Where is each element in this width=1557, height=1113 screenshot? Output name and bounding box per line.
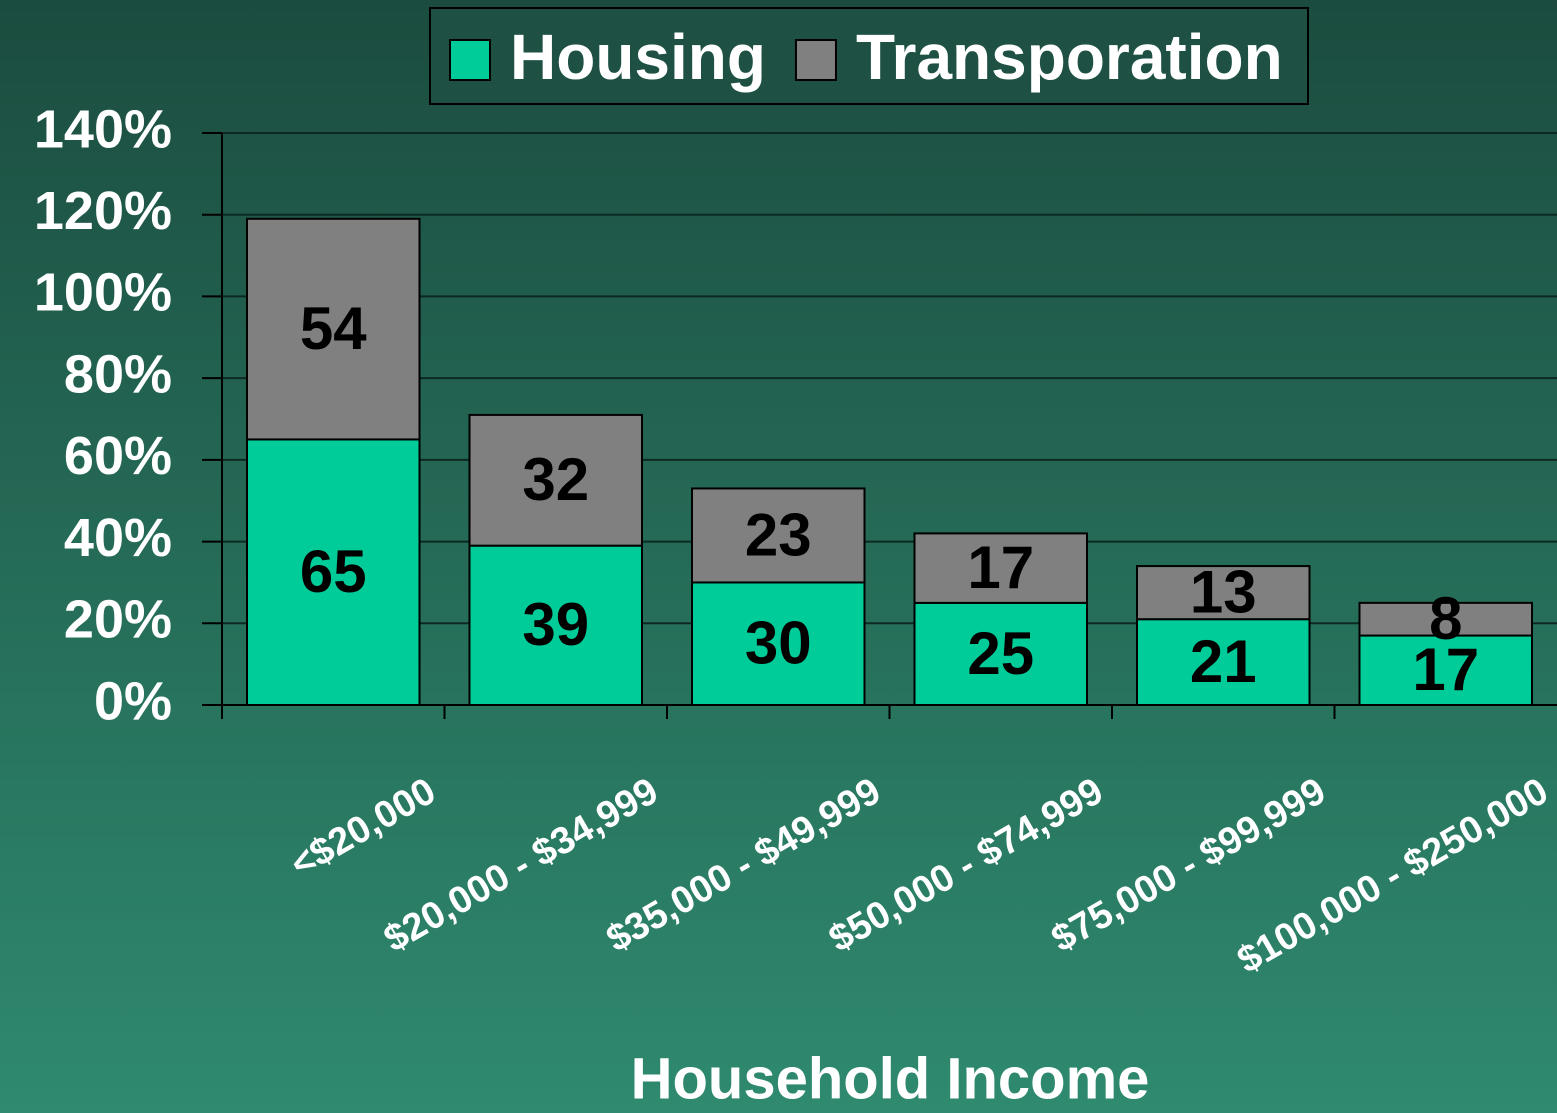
data-label: 54: [300, 295, 367, 362]
data-label: 13: [1190, 558, 1257, 625]
y-tick-label: 120%: [34, 181, 172, 241]
y-tick-label: 100%: [34, 263, 172, 323]
bar-segment: [913, 532, 1088, 604]
data-label: 23: [745, 501, 812, 568]
y-tick-label: 60%: [64, 426, 172, 486]
bar-segment: [691, 487, 866, 584]
bar-segment: [246, 217, 421, 441]
data-label: 17: [967, 534, 1034, 601]
data-label: 65: [300, 538, 367, 605]
data-label: 17: [1412, 636, 1479, 703]
bar-segment: [1358, 601, 1533, 637]
y-tick-label: 0%: [94, 671, 172, 731]
legend-label: Transporation: [856, 21, 1283, 93]
bar-segment: [1136, 565, 1311, 621]
data-label: 21: [1190, 628, 1257, 695]
y-tick-label: 40%: [64, 508, 172, 568]
data-label: 25: [967, 620, 1034, 687]
legend-label: Housing: [510, 21, 766, 93]
legend-swatch: [794, 39, 837, 81]
data-label: 30: [745, 610, 812, 677]
x-axis-title: Household Income: [631, 1046, 1150, 1111]
y-tick-label: 20%: [64, 590, 172, 650]
legend: Housing Transporation: [429, 7, 1309, 105]
data-label: 32: [522, 446, 589, 513]
legend-swatch: [449, 39, 491, 81]
bar-segment: [913, 601, 1088, 706]
data-label: 39: [522, 591, 589, 658]
legend-box: [429, 7, 1309, 105]
y-tick-label: 80%: [64, 344, 172, 404]
bar-segment: [468, 413, 643, 547]
y-tick-label: 140%: [34, 99, 172, 159]
bar-segment: [468, 544, 643, 707]
bar-segment: [1136, 618, 1311, 707]
data-label: 8: [1429, 585, 1462, 652]
bar-segment: [691, 581, 866, 707]
